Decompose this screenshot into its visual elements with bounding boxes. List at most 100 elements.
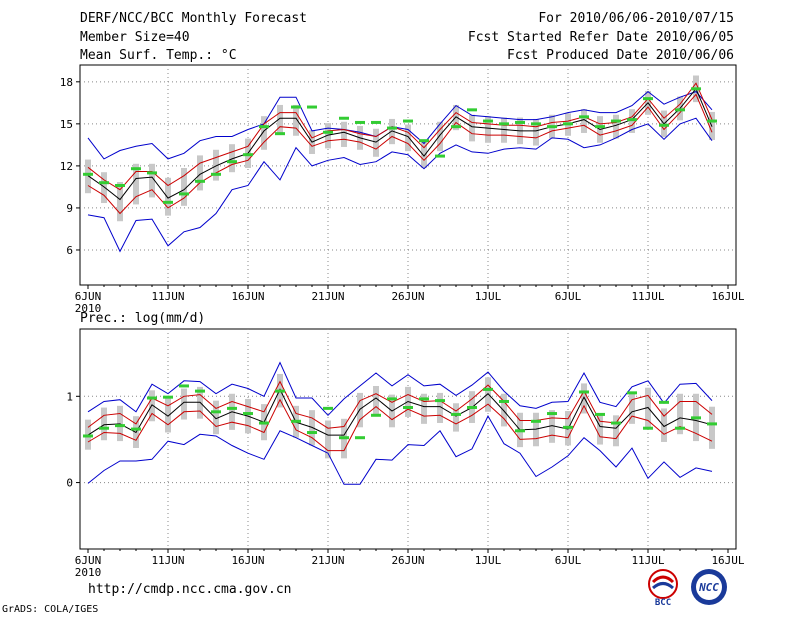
observation-marker: [179, 192, 189, 196]
observation-marker: [659, 123, 669, 127]
observation-marker: [147, 171, 157, 175]
observation-marker: [707, 422, 717, 426]
spread-bar: [85, 159, 91, 194]
spread-bar: [613, 114, 619, 139]
series-ensemble_mean_plus_std: [87, 380, 713, 429]
observation-marker: [515, 429, 525, 433]
observation-marker: [531, 419, 541, 423]
observation-marker: [691, 87, 701, 91]
spread-bar: [501, 117, 507, 143]
x-tick-label: 11JUL: [631, 290, 664, 303]
spread-bar: [485, 377, 491, 412]
observation-marker: [483, 387, 493, 391]
series-ensemble_mean_minus_std: [87, 93, 713, 215]
spread-bar: [485, 116, 491, 143]
spread-bar: [117, 182, 123, 222]
observation-marker: [131, 427, 141, 431]
spread-bar: [613, 415, 619, 447]
observation-marker: [339, 116, 349, 120]
ncc-logo: NCC: [686, 567, 732, 607]
spread-bar: [101, 172, 107, 204]
observation-marker: [355, 120, 365, 124]
x-tick-label: 1JUL: [475, 554, 502, 567]
observation-marker: [611, 421, 621, 425]
observation-marker: [387, 126, 397, 130]
spread-bar: [597, 413, 603, 445]
observation-marker: [243, 153, 253, 157]
observation-marker: [323, 406, 333, 410]
spread-bar: [373, 386, 379, 415]
observation-marker: [547, 125, 557, 129]
y-tick-label: 0: [66, 477, 73, 490]
observation-marker: [547, 412, 557, 416]
x-year-label: 2010: [75, 302, 102, 315]
series-ensemble_mean_plus_std: [87, 82, 713, 191]
observation-marker: [467, 108, 477, 112]
spread-bar: [421, 139, 427, 168]
spread-bar: [629, 392, 635, 424]
spread-bar: [325, 420, 331, 459]
x-tick-label: 26JUN: [391, 290, 424, 303]
y-tick-label: 9: [66, 202, 73, 215]
observation-marker: [419, 397, 429, 401]
observation-marker: [611, 119, 621, 123]
series-ensemble_min: [87, 117, 713, 253]
observation-marker: [451, 412, 461, 416]
header-produced-date: Fcst Produced Date 2010/06/06: [507, 48, 734, 63]
observation-marker: [243, 412, 253, 416]
observation-marker: [627, 391, 637, 395]
chart-temperature: 6JUN 11JUN 16JUN 21JUN 26JUN 1JUL 6JUL 11JUL 16J…: [60, 64, 745, 315]
y-tick-label: 6: [66, 244, 73, 257]
observation-marker: [499, 399, 509, 403]
observation-marker: [211, 172, 221, 176]
y-tick-label: 18: [60, 76, 73, 89]
observation-marker: [403, 119, 413, 123]
spread-bar: [165, 177, 171, 216]
spread-bar: [389, 118, 395, 145]
spread-bar: [421, 393, 427, 424]
observation-marker: [211, 410, 221, 414]
x-tick-label: 16JUN: [231, 554, 264, 567]
x-year-label: 2010: [75, 566, 102, 579]
spread-bar: [453, 403, 459, 432]
observation-marker: [531, 122, 541, 126]
observation-marker: [483, 119, 493, 123]
spread-bar: [213, 400, 219, 435]
spread-bar: [181, 388, 187, 420]
grads-credit: GrADS: COLA/IGES: [2, 604, 99, 615]
x-tick-label: 16JUL: [711, 554, 744, 567]
observation-marker: [355, 436, 365, 440]
observation-marker: [163, 395, 173, 399]
spread-bar: [213, 149, 219, 181]
x-tick-label: 1JUL: [475, 290, 502, 303]
observation-marker: [675, 108, 685, 112]
y-tick-label: 15: [60, 118, 73, 131]
x-tick-label: 6JUL: [555, 554, 582, 567]
spread-bar: [325, 123, 331, 149]
observation-marker: [323, 130, 333, 134]
series-ensemble_min: [87, 415, 713, 485]
observation-marker: [195, 179, 205, 183]
observation-marker: [419, 139, 429, 143]
observation-marker: [435, 399, 445, 403]
observation-marker: [275, 389, 285, 393]
svg-text:NCC: NCC: [698, 581, 719, 594]
observation-marker: [371, 120, 381, 124]
series-ensemble_mean_minus_std: [87, 398, 713, 452]
observation-marker: [563, 122, 573, 126]
observation-marker: [515, 120, 525, 124]
observation-marker: [371, 413, 381, 417]
x-tick-label: 6JUN: [75, 290, 102, 303]
observation-marker: [179, 384, 189, 388]
observation-marker: [115, 424, 125, 428]
observation-marker: [595, 412, 605, 416]
header-start-date: Fcst Started Refer Date 2010/06/05: [467, 30, 734, 45]
observation-marker: [259, 421, 269, 425]
observation-marker: [339, 436, 349, 440]
spread-bar: [709, 406, 715, 449]
observation-marker: [707, 119, 717, 123]
spread-bar: [261, 116, 267, 150]
spread-bar: [197, 155, 203, 191]
spread-bar: [133, 163, 139, 205]
